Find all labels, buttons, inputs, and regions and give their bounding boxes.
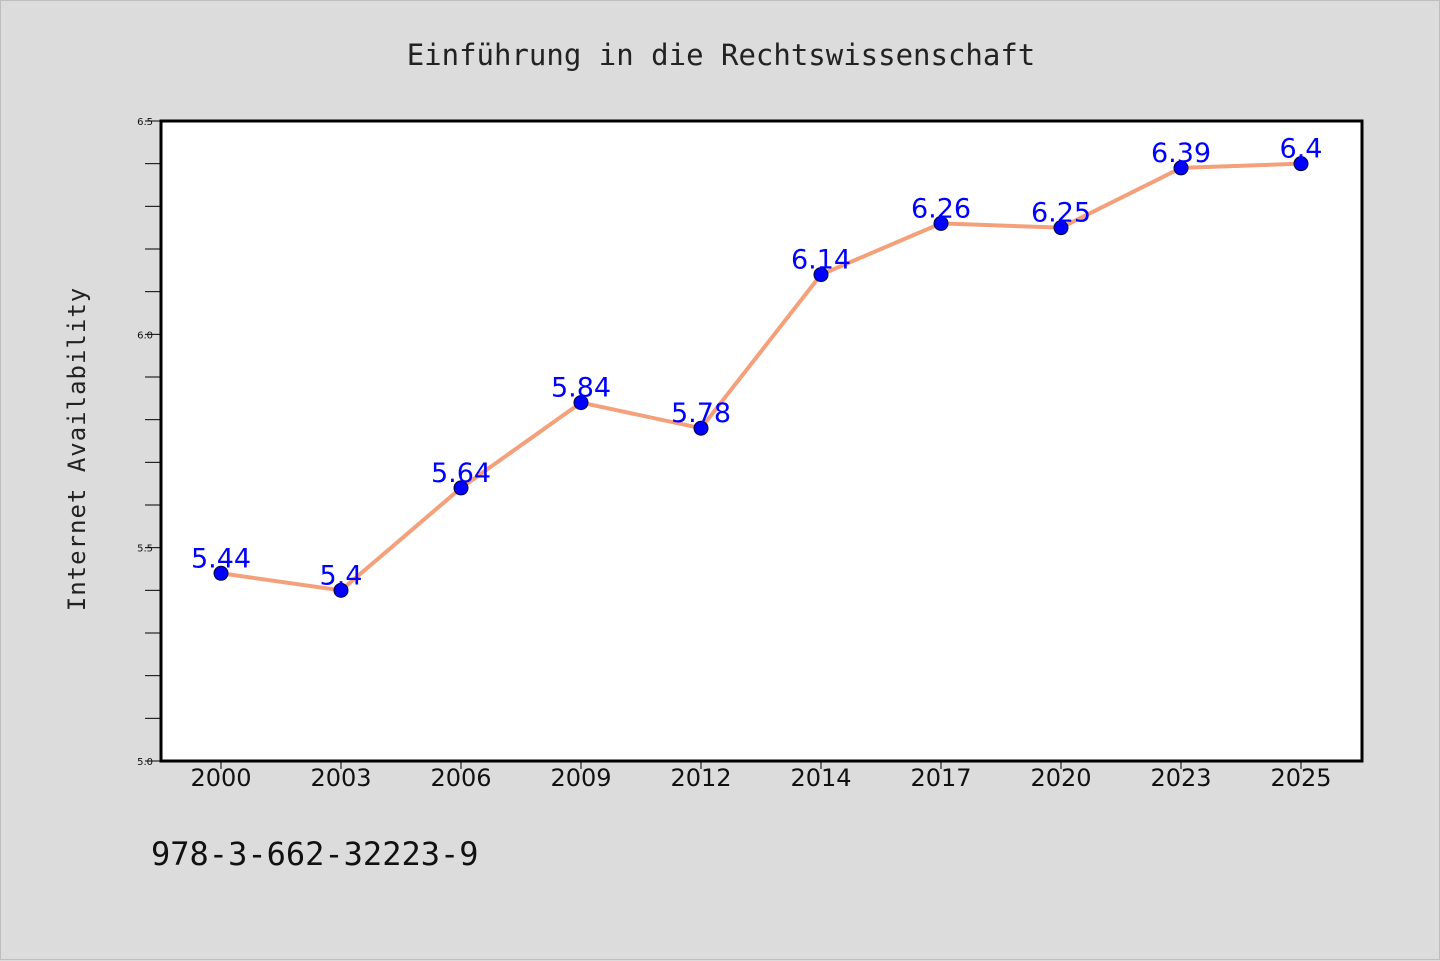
data-label: 6.25 xyxy=(1031,198,1091,229)
data-label: 5.84 xyxy=(551,373,611,404)
data-point xyxy=(1293,156,1309,172)
y-tick-label: 5.0 xyxy=(137,757,153,768)
isbn-text: 978-3-662-32223-9 xyxy=(151,835,479,873)
x-axis: 2000 2003 2006 2009 2012 2014 2017 2020 2023 2025 xyxy=(190,761,1332,792)
data-point xyxy=(1053,220,1069,236)
chart-title: Einführung in die Rechtswissenschaft xyxy=(407,38,1036,72)
data-point xyxy=(933,215,949,231)
data-label: 6.14 xyxy=(791,245,851,276)
x-tick-label: 2000 xyxy=(190,764,251,792)
data-point xyxy=(1173,160,1189,176)
series-line-group xyxy=(219,161,1303,593)
x-tick-label: 2014 xyxy=(790,764,851,792)
series-line xyxy=(219,161,1303,593)
y-tick-label: 6.5 xyxy=(137,117,153,128)
data-point xyxy=(213,565,229,581)
y-axis: 5.0 5.5 6.0 6.5 xyxy=(137,117,161,768)
y-axis-label: Internet Availability xyxy=(63,287,91,611)
x-tick-label: 2009 xyxy=(550,764,611,792)
plot-area xyxy=(159,119,1364,763)
data-label: 6.39 xyxy=(1151,138,1211,169)
data-point xyxy=(813,267,829,283)
data-point xyxy=(333,582,349,598)
y-tick-label: 5.5 xyxy=(137,544,153,555)
data-point xyxy=(693,420,709,436)
x-tick-label: 2006 xyxy=(430,764,491,792)
x-tick-label: 2017 xyxy=(910,764,971,792)
data-label: 6.4 xyxy=(1280,134,1323,165)
y-tick-label: 6.0 xyxy=(137,330,153,341)
data-point xyxy=(453,480,469,496)
data-point xyxy=(573,395,589,411)
data-label: 5.4 xyxy=(320,560,363,591)
x-tick-label: 2020 xyxy=(1030,764,1091,792)
data-label: 5.44 xyxy=(191,543,251,574)
data-labels: 5.44 5.4 5.64 5.84 5.78 6.14 6.26 6.25 6.39 6.4 xyxy=(191,134,1323,592)
x-tick-label: 2025 xyxy=(1270,764,1331,792)
data-label: 5.78 xyxy=(671,398,731,429)
data-label: 6.26 xyxy=(911,193,971,224)
x-tick-label: 2023 xyxy=(1150,764,1211,792)
x-tick-label: 2003 xyxy=(310,764,371,792)
data-label: 5.64 xyxy=(431,458,491,489)
x-tick-label: 2012 xyxy=(670,764,731,792)
series-markers xyxy=(213,156,1309,598)
